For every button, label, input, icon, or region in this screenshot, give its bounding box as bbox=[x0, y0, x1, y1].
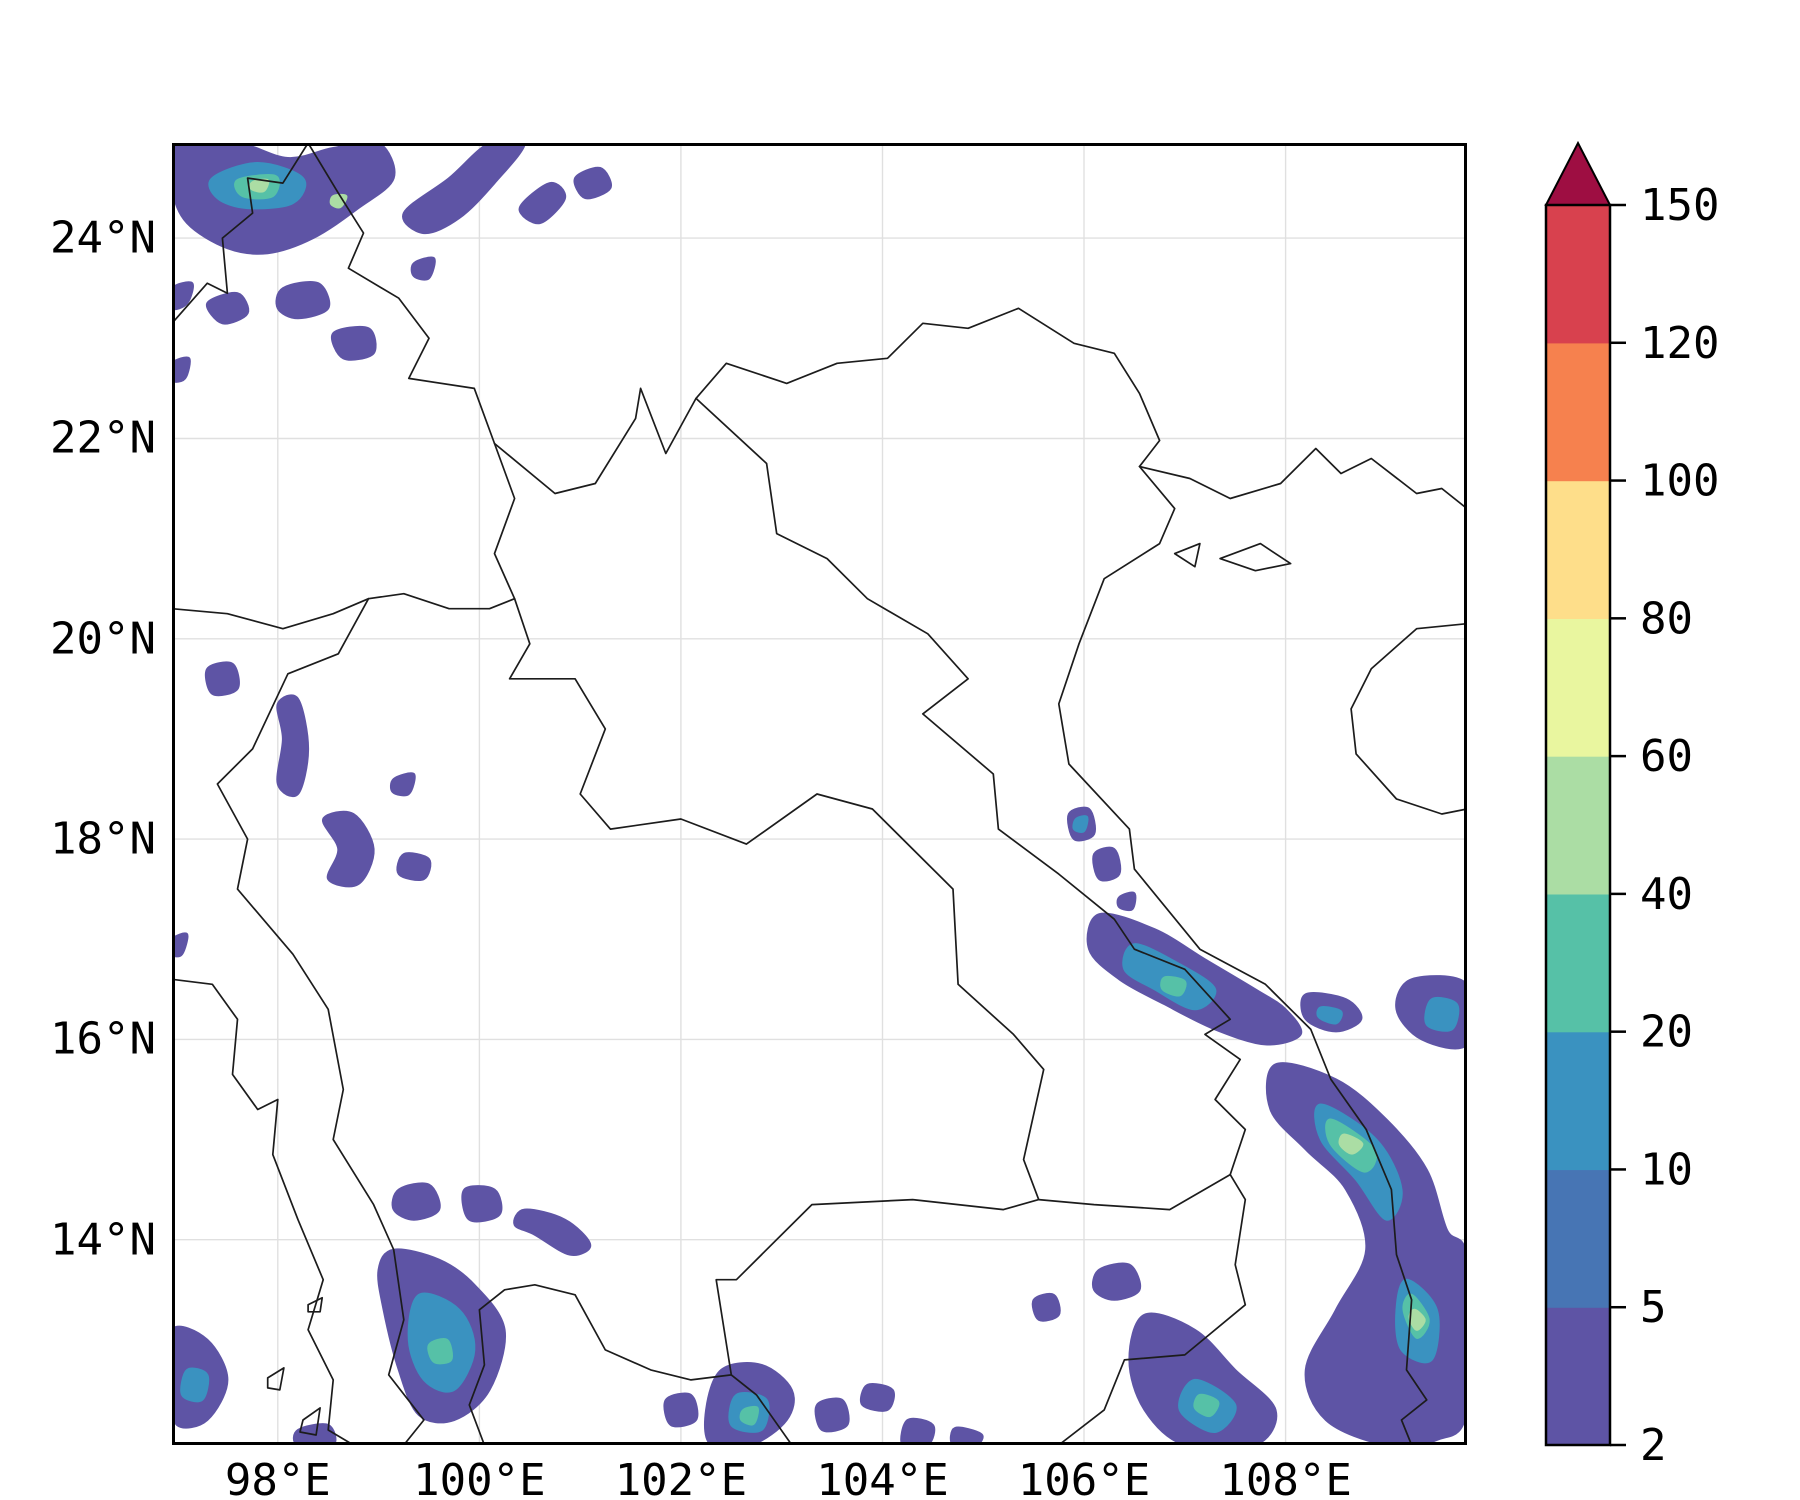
x-axis-tick-label: 100°E bbox=[413, 1455, 546, 1500]
colorbar-tick-label: 2 bbox=[1640, 1420, 1667, 1471]
country-border bbox=[1173, 542, 1201, 568]
country-border bbox=[172, 143, 309, 325]
rain-contour-band-0 bbox=[389, 772, 416, 797]
map-canvas bbox=[172, 143, 1467, 1445]
country-border bbox=[1057, 465, 1428, 1445]
colorbar-outline bbox=[1544, 203, 1612, 1447]
colorbar-band bbox=[1546, 1169, 1610, 1308]
rain-contour-band-0 bbox=[518, 181, 567, 225]
colorbar: 2 5 10 20 40 60 80 100 120 150 bbox=[1544, 140, 1719, 1471]
country-border bbox=[508, 597, 1045, 1445]
country-border bbox=[266, 1367, 285, 1391]
colorbar-band bbox=[1546, 1307, 1610, 1446]
rain-contour-band-0 bbox=[331, 325, 377, 361]
colorbar-band bbox=[1546, 205, 1610, 344]
rain-contour-band-3 bbox=[1160, 975, 1187, 997]
rain-contour-band-0 bbox=[402, 143, 526, 235]
y-axis-tick-label: 20°N bbox=[50, 613, 156, 665]
y-axis-tick-label: 18°N bbox=[50, 813, 156, 865]
colorbar-tick-label: 150 bbox=[1640, 180, 1719, 231]
country-border bbox=[216, 597, 425, 1445]
rain-contour-band-0 bbox=[1116, 891, 1137, 912]
colorbar-tick-label: 20 bbox=[1640, 1007, 1693, 1058]
rain-contour-band-0 bbox=[900, 1417, 936, 1445]
rain-contour-band-3 bbox=[1193, 1393, 1220, 1418]
y-axis-tick-label: 22°N bbox=[50, 412, 156, 464]
rain-contour-band-0 bbox=[814, 1397, 850, 1433]
rain-contour-band-0 bbox=[1265, 1062, 1467, 1445]
colorbar-extend-triangle bbox=[1544, 140, 1612, 206]
rain-contour-band-0 bbox=[410, 256, 436, 281]
colorbar-band bbox=[1546, 893, 1610, 1033]
country-border bbox=[468, 1283, 733, 1445]
y-axis-tick-label: 16°N bbox=[50, 1013, 156, 1065]
rain-contour-band-0 bbox=[513, 1208, 592, 1256]
colorbar-tick-label: 120 bbox=[1640, 318, 1719, 369]
colorbar-tick-label: 80 bbox=[1640, 593, 1693, 644]
plot-frame bbox=[172, 143, 1467, 1445]
colorbar-band bbox=[1546, 618, 1610, 757]
country-border bbox=[1037, 1173, 1232, 1211]
rain-contour-band-0 bbox=[461, 1185, 503, 1223]
rain-contour-band-0 bbox=[172, 932, 189, 958]
rain-contour-band-3 bbox=[427, 1338, 453, 1365]
country-border bbox=[307, 143, 1467, 510]
y-axis-tick-label: 24°N bbox=[50, 212, 156, 264]
rain-contour-band-0 bbox=[1031, 1292, 1061, 1322]
rain-contour-band-0 bbox=[573, 166, 612, 200]
rain-contour-band-0 bbox=[205, 291, 250, 325]
colorbar-band bbox=[1546, 756, 1610, 895]
colorbar-tick-label: 40 bbox=[1640, 869, 1693, 920]
rain-contour-band-2 bbox=[180, 1367, 210, 1403]
rain-contour-band-0 bbox=[322, 810, 375, 888]
rain-contour-band-0 bbox=[391, 1182, 441, 1221]
x-axis-tick-label: 106°E bbox=[1017, 1455, 1151, 1500]
rain-contour-band-0 bbox=[172, 281, 194, 311]
colorbar-tick-label: 10 bbox=[1640, 1144, 1693, 1195]
rain-contour-band-0 bbox=[1128, 1312, 1278, 1445]
rain-contour-band-0 bbox=[396, 852, 432, 881]
country-border bbox=[1350, 622, 1467, 815]
country-border bbox=[172, 442, 516, 630]
rain-contour-band-0 bbox=[949, 1426, 984, 1445]
country-border bbox=[172, 978, 355, 1445]
colorbar-tick-label: 60 bbox=[1640, 731, 1693, 782]
rain-contour-band-2 bbox=[1316, 1006, 1343, 1025]
rain-contour-band-0 bbox=[275, 280, 331, 320]
country-border bbox=[299, 1407, 321, 1436]
x-axis-tick-label: 104°E bbox=[816, 1455, 949, 1500]
rain-contour-band-0 bbox=[204, 661, 240, 697]
country-border bbox=[307, 1296, 324, 1313]
rain-contour-band-0 bbox=[276, 694, 310, 798]
x-axis-tick-label: 108°E bbox=[1219, 1455, 1352, 1500]
rain-contour-band-0 bbox=[1092, 846, 1122, 882]
rain-contour-band-0 bbox=[859, 1383, 895, 1412]
colorbar-tick-label: 5 bbox=[1640, 1282, 1667, 1333]
rain-contour-band-2 bbox=[1424, 996, 1460, 1032]
colorbar-tick-label: 100 bbox=[1640, 456, 1719, 507]
rain-contour-band-0 bbox=[172, 356, 191, 383]
country-border bbox=[1219, 542, 1292, 572]
colorbar-band bbox=[1546, 1031, 1610, 1171]
colorbar-band bbox=[1546, 480, 1610, 619]
x-axis-tick-label: 98°E bbox=[224, 1455, 331, 1500]
rain-contour-band-2 bbox=[1072, 815, 1089, 833]
country-border bbox=[695, 397, 1247, 1445]
rain-contour-band-4 bbox=[1338, 1133, 1364, 1155]
rain-contour-band-4 bbox=[329, 193, 348, 209]
rain-contour-band-3 bbox=[739, 1405, 759, 1426]
rain-contour-band-0 bbox=[663, 1392, 699, 1428]
rain-contour-band-0 bbox=[1092, 1262, 1142, 1301]
x-axis-tick-label: 102°E bbox=[614, 1455, 748, 1500]
colorbar-band bbox=[1546, 342, 1610, 482]
y-axis-tick-label: 14°N bbox=[50, 1214, 156, 1266]
